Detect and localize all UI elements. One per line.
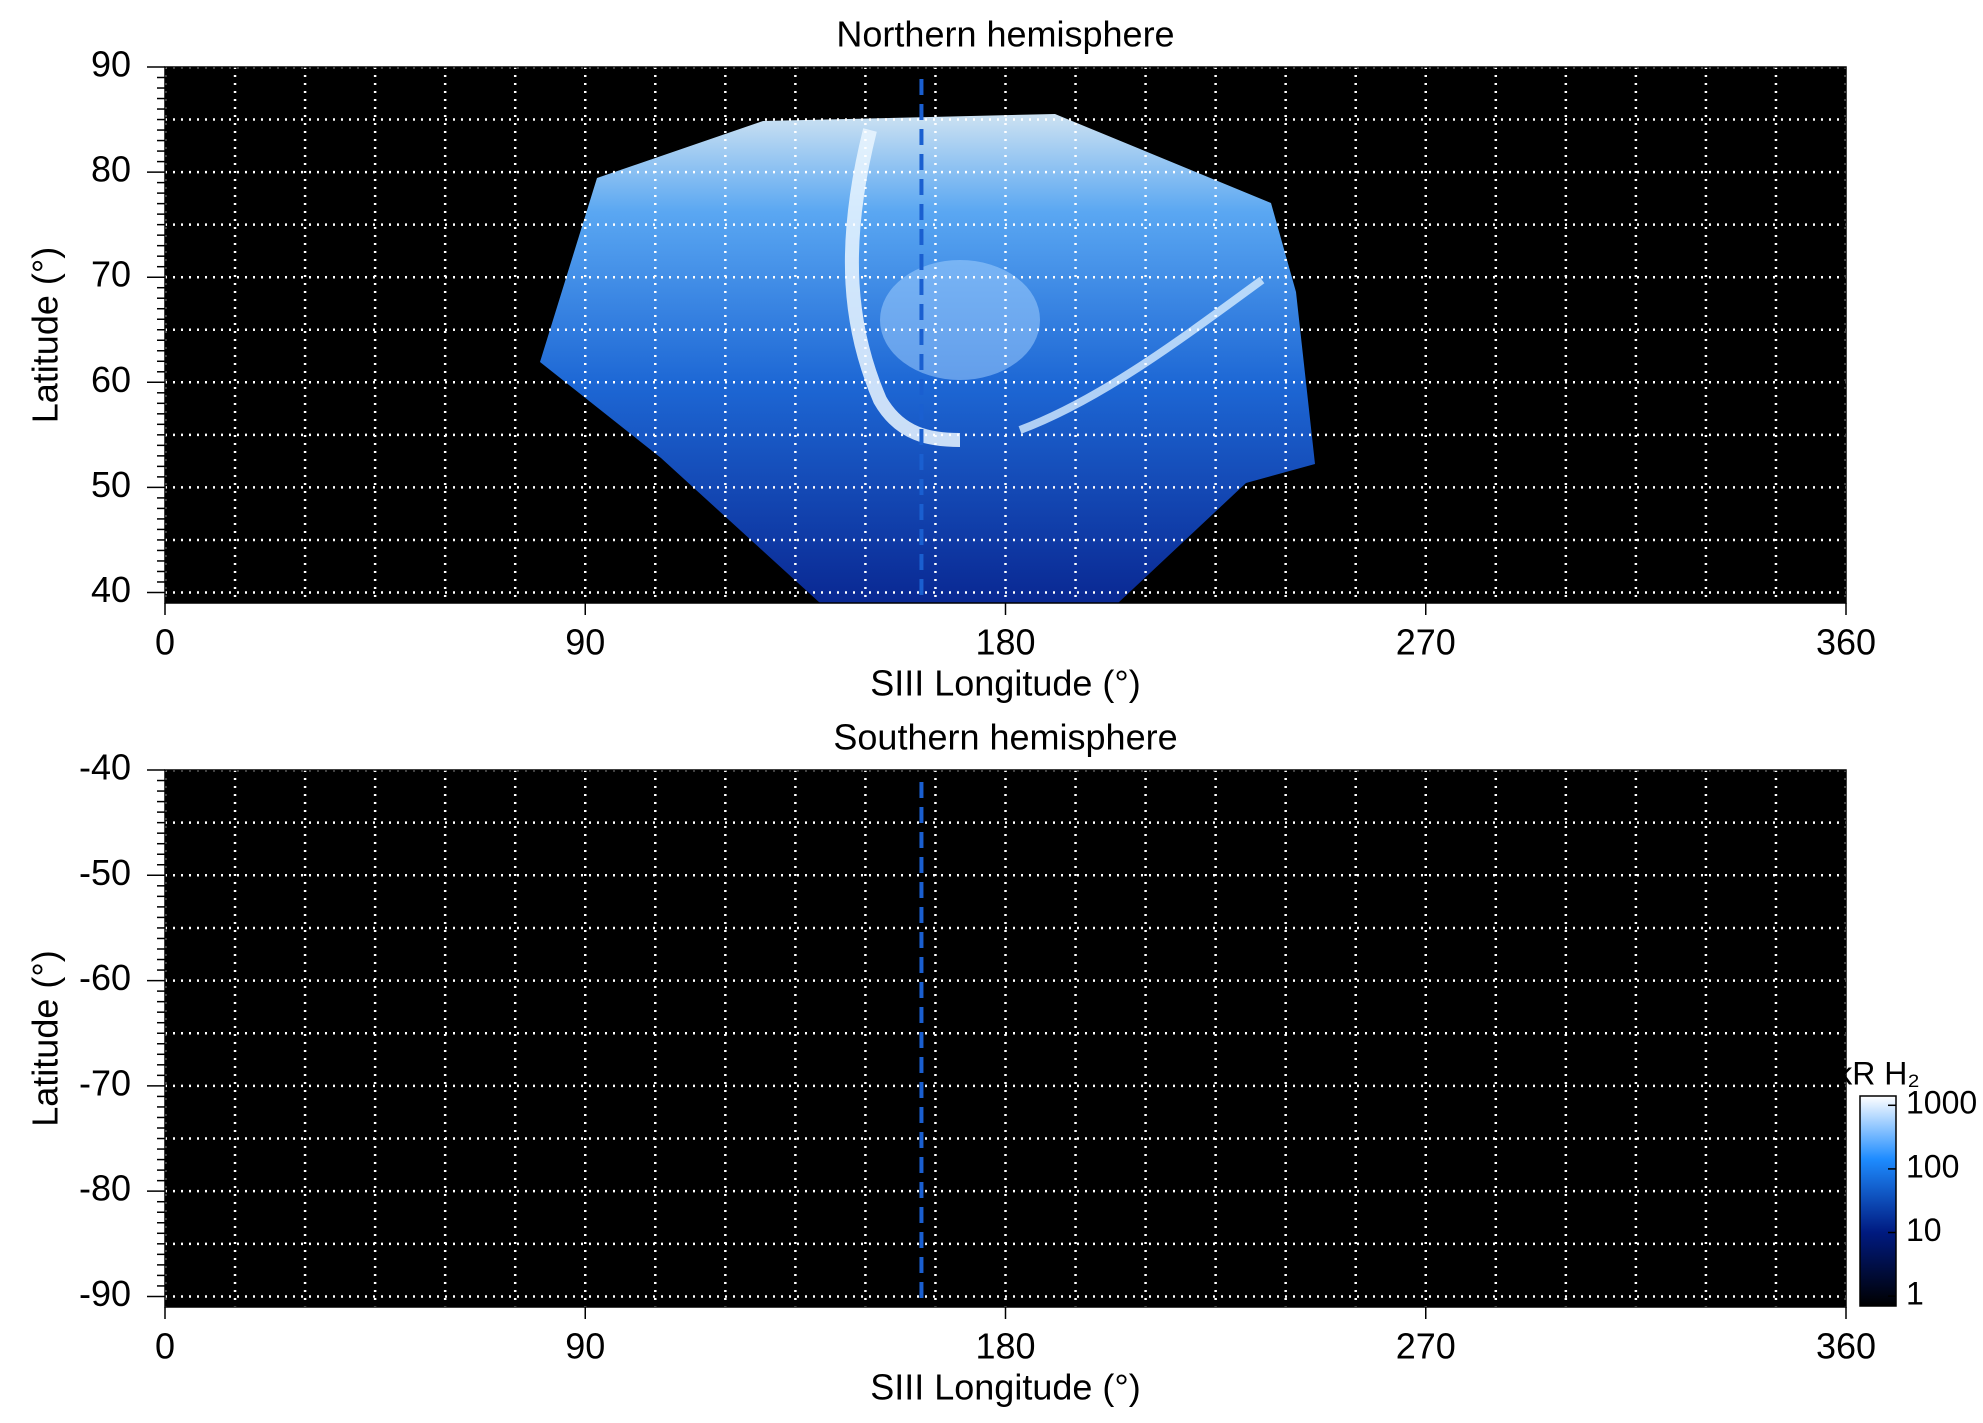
y-tick-label: -50: [79, 852, 131, 893]
colorbar-label: kR H₂: [1836, 1055, 1920, 1091]
y-tick-label: -80: [79, 1168, 131, 1209]
x-tick-label: 0: [155, 1326, 175, 1367]
chart-title: Northern hemisphere: [836, 14, 1174, 55]
x-tick-label: 90: [565, 1326, 605, 1367]
aurora-polar-emission: [880, 260, 1040, 380]
y-axis-label: Latitude (°): [25, 950, 66, 1126]
chart-title: Southern hemisphere: [833, 717, 1177, 758]
x-tick-label: 270: [1396, 1326, 1456, 1367]
x-tick-label: 90: [565, 622, 605, 663]
y-tick-label: 40: [91, 569, 131, 610]
y-tick-label: -40: [79, 747, 131, 788]
x-tick-label: 0: [155, 622, 175, 663]
colorbar-tick-label: 1000: [1906, 1085, 1977, 1121]
x-tick-label: 270: [1396, 622, 1456, 663]
x-tick-label: 360: [1816, 1326, 1876, 1367]
x-tick-label: 180: [975, 622, 1035, 663]
colorbar-tick-label: 1: [1906, 1276, 1924, 1312]
x-axis-label: SIII Longitude (°): [870, 663, 1141, 704]
y-tick-label: 50: [91, 464, 131, 505]
y-tick-label: -70: [79, 1062, 131, 1103]
y-tick-label: 90: [91, 44, 131, 85]
aurora-dawn-arc: [1018, 276, 1265, 434]
y-tick-label: -90: [79, 1273, 131, 1314]
x-axis-label: SIII Longitude (°): [870, 1367, 1141, 1408]
y-tick-label: 60: [91, 359, 131, 400]
y-axis-label: Latitude (°): [25, 247, 66, 423]
y-tick-label: 70: [91, 254, 131, 295]
colorbar-tick-label: 10: [1906, 1212, 1942, 1248]
y-tick-label: -60: [79, 957, 131, 998]
colorbar: [1859, 1095, 1897, 1307]
colorbar-tick-label: 100: [1906, 1148, 1959, 1184]
y-tick-label: 80: [91, 149, 131, 190]
x-tick-label: 360: [1816, 622, 1876, 663]
x-tick-label: 180: [975, 1326, 1035, 1367]
